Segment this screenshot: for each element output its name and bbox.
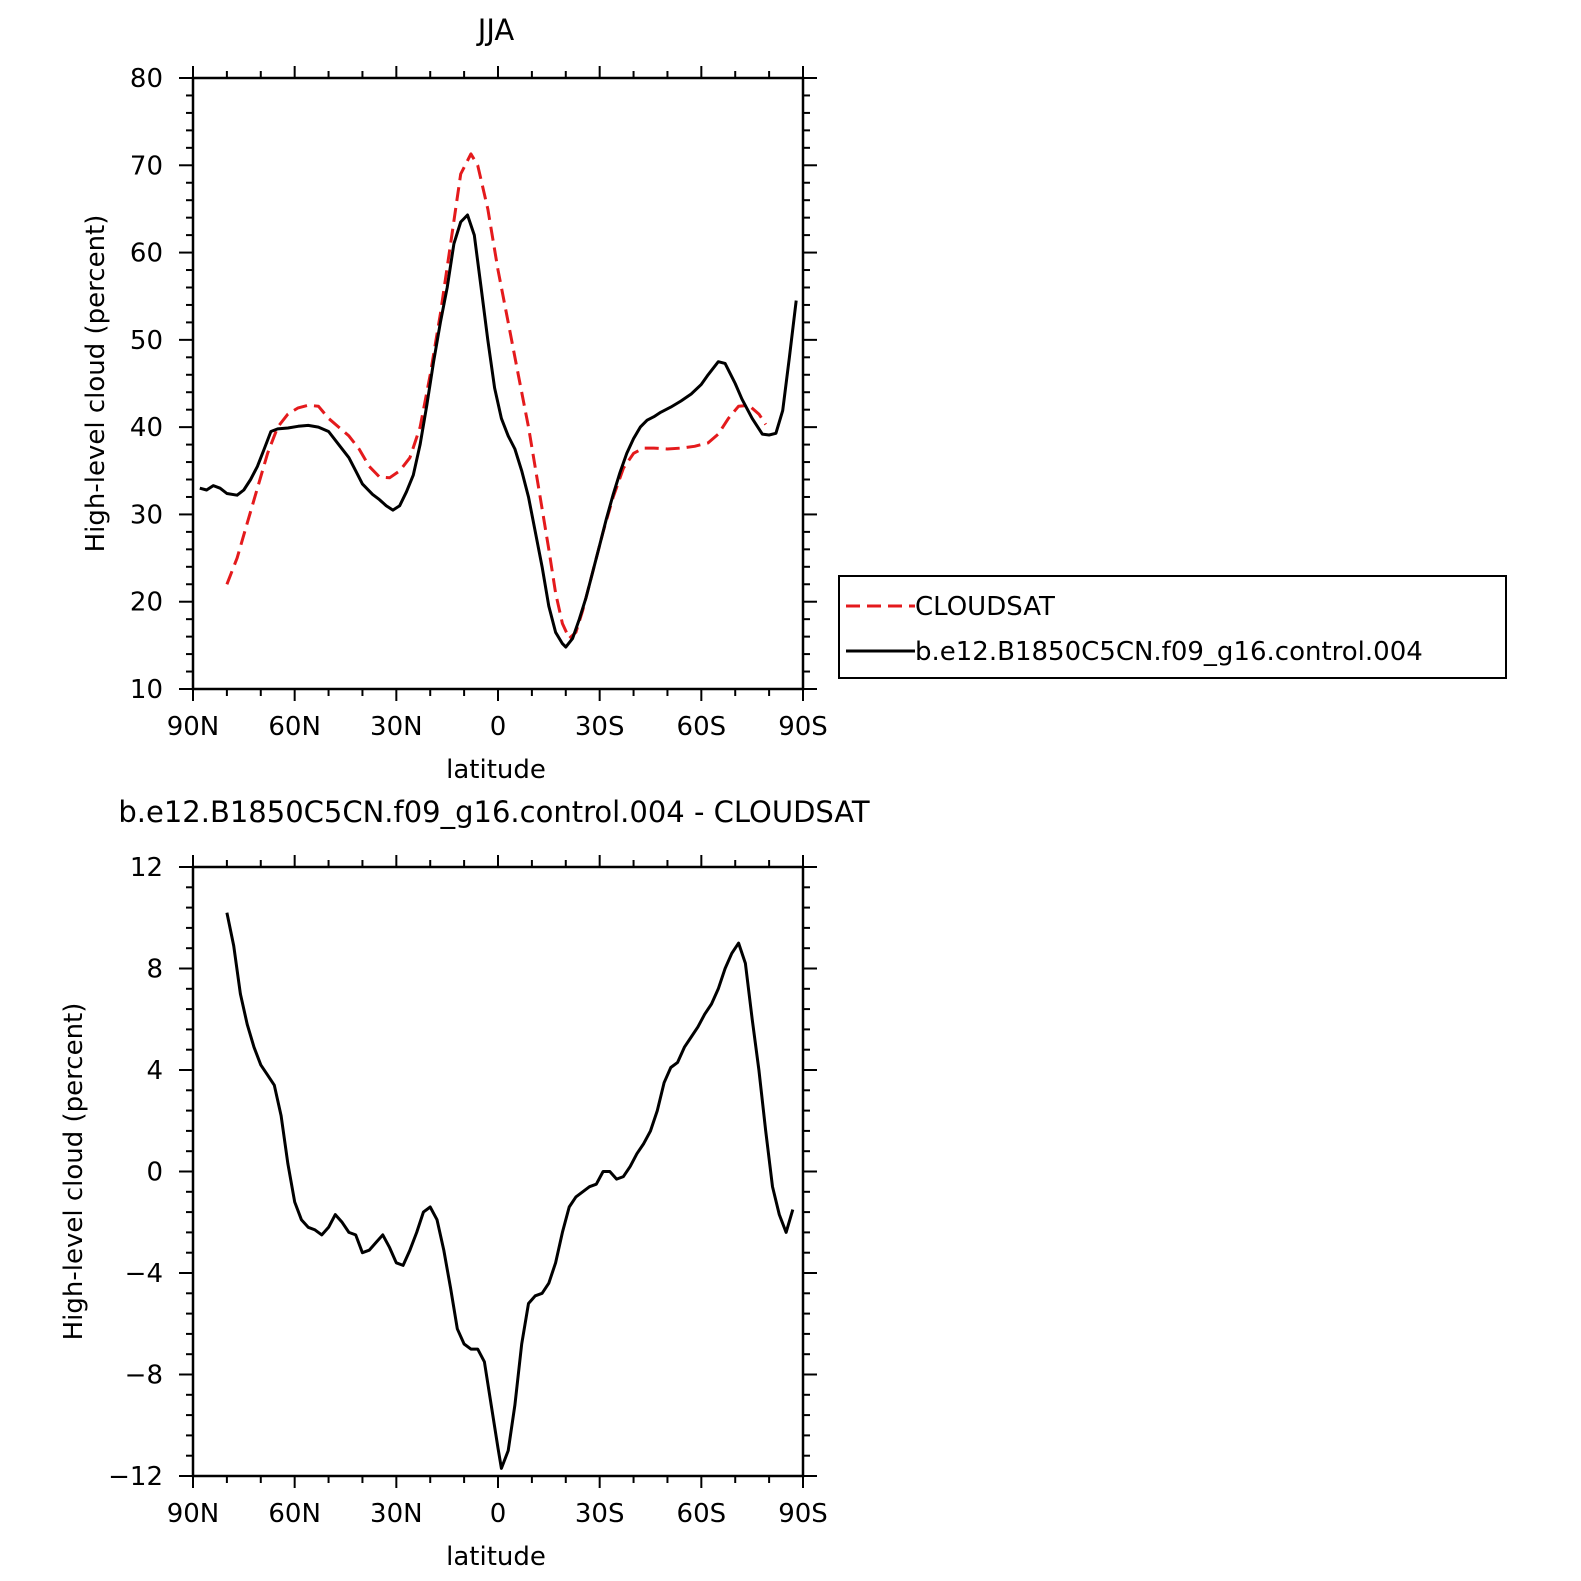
bottom-chart-xtick-label: 0 xyxy=(490,1499,507,1529)
bottom-chart-title: b.e12.B1850C5CN.f09_g16.control.004 - CL… xyxy=(118,795,870,829)
top-chart-ytick-label: 20 xyxy=(130,588,163,618)
top-chart-xtick-label: 90N xyxy=(167,712,220,742)
bottom-chart-xtick-label: 90S xyxy=(778,1499,828,1529)
top-chart-ytick-label: 50 xyxy=(130,326,163,356)
top-chart-ylabel: High-level cloud (percent) xyxy=(81,215,111,553)
top-chart-xtick-label: 60S xyxy=(677,712,727,742)
top-chart-xtick-label: 90S xyxy=(778,712,828,742)
bottom-chart-xtick-label: 30N xyxy=(370,1499,423,1529)
top-chart-series-line-0 xyxy=(225,152,767,640)
bottom-chart-series xyxy=(225,912,795,1470)
bottom-chart-frame xyxy=(191,865,805,1478)
bottom-chart-ylabel: High-level cloud (percent) xyxy=(59,1003,89,1341)
top-chart: JJA 90N 60N 30N 0 30S 60S 90S1020304050607080 … xyxy=(81,13,828,785)
bottom-chart-ytick-label: 4 xyxy=(146,1056,163,1086)
top-chart-ytick-label: 30 xyxy=(130,500,163,530)
bottom-chart-ytick-label: −4 xyxy=(125,1259,163,1289)
top-chart-ytick-label: 10 xyxy=(130,675,163,705)
top-chart-ytick-label: 60 xyxy=(130,239,163,269)
top-chart-xtick-label: 60N xyxy=(268,712,321,742)
top-chart-xlabel: latitude xyxy=(446,755,546,785)
top-chart-xtick-label: 30N xyxy=(370,712,423,742)
top-chart-ytick-label: 80 xyxy=(130,64,163,94)
legend: CLOUDSAT b.e12.B1850C5CN.f09_g16.control… xyxy=(838,575,1507,679)
bottom-chart-ytick-label: 8 xyxy=(146,955,163,985)
top-chart-frame xyxy=(191,76,805,691)
bottom-chart-ytick-label: 0 xyxy=(146,1158,163,1188)
top-chart-series xyxy=(199,152,798,649)
bottom-chart-ytick-label: −8 xyxy=(125,1361,163,1391)
top-chart-series-line-1 xyxy=(199,213,798,649)
top-chart-title: JJA xyxy=(476,13,515,47)
top-chart-xtick-label: 0 xyxy=(490,712,507,742)
bottom-chart-xtick-label: 30S xyxy=(575,1499,625,1529)
bottom-chart: b.e12.B1850C5CN.f09_g16.control.004 - CL… xyxy=(59,795,870,1572)
legend-label-model: b.e12.B1850C5CN.f09_g16.control.004 xyxy=(915,637,1423,667)
bottom-chart-xtick-label: 60N xyxy=(268,1499,321,1529)
bottom-chart-xtick-label: 60S xyxy=(677,1499,727,1529)
bottom-chart-xtick-label: 90N xyxy=(167,1499,220,1529)
top-chart-ytick-label: 40 xyxy=(130,413,163,443)
bottom-chart-ytick-label: −12 xyxy=(108,1462,163,1492)
bottom-chart-xlabel: latitude xyxy=(446,1542,546,1572)
top-chart-xtick-label: 30S xyxy=(575,712,625,742)
top-chart-ytick-label: 70 xyxy=(130,151,163,181)
legend-box xyxy=(838,575,1507,679)
top-chart-axes: 90N 60N 30N 0 30S 60S 90S 10 20 30 40 50 60 70 80 xyxy=(130,64,828,742)
bottom-chart-series-line-0 xyxy=(225,912,795,1470)
legend-label-cloudsat: CLOUDSAT xyxy=(915,592,1055,622)
bottom-chart-ytick-label: 12 xyxy=(130,853,163,883)
